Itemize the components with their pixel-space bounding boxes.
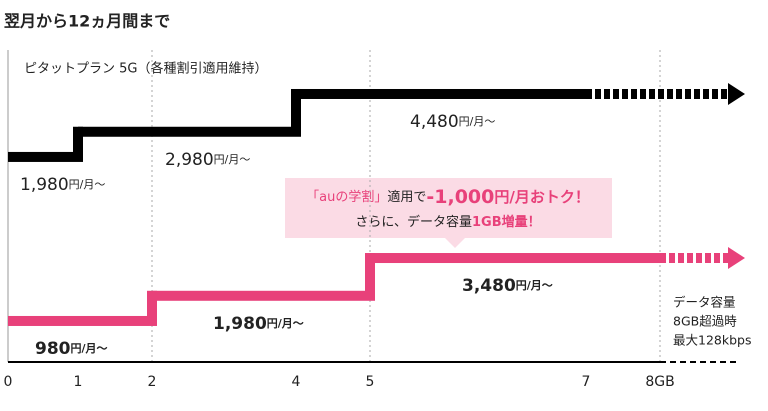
value-label: 1,980円/月～ bbox=[213, 314, 304, 334]
step-segment bbox=[8, 315, 157, 326]
note: 最大128kbps bbox=[673, 333, 751, 348]
x-tick-label: 2 bbox=[148, 374, 157, 390]
callout-line1: 「auの学割」適用で-1,000円/月おトク！ bbox=[306, 186, 590, 208]
arrow-head bbox=[728, 82, 745, 105]
callout-text: さらに、データ容量 bbox=[355, 214, 472, 230]
series-title: ピタットプラン 5G（各種割引適用維持） bbox=[24, 61, 267, 77]
value-label: 2,980円/月～ bbox=[165, 150, 250, 170]
callout-text: 「auの学割」 bbox=[306, 189, 387, 205]
callout-box bbox=[285, 178, 612, 248]
x-tick-label: 8GB bbox=[645, 374, 674, 390]
note: 8GB超過時 bbox=[673, 314, 737, 329]
x-tick-label: 5 bbox=[366, 374, 375, 390]
value-label: 3,480円/月～ bbox=[462, 276, 553, 296]
value-label-number: 1,980 bbox=[213, 314, 267, 334]
note: データ容量 bbox=[673, 295, 736, 310]
value-label: 4,480円/月～ bbox=[410, 112, 495, 132]
step-segment bbox=[370, 253, 660, 264]
value-label-number: 1,980 bbox=[20, 175, 69, 195]
step-segment bbox=[152, 290, 375, 301]
value-label-number: 4,480 bbox=[410, 112, 459, 132]
value-label-number: 980 bbox=[35, 339, 71, 359]
callout-text: 円/月おトク！ bbox=[494, 188, 589, 206]
value-label: 980円/月～ bbox=[35, 339, 108, 359]
value-label-number: 2,980 bbox=[165, 150, 214, 170]
x-tick-label: 1 bbox=[74, 374, 83, 390]
x-tick-label: 4 bbox=[292, 374, 301, 390]
value-label-unit: 円/月～ bbox=[71, 342, 108, 355]
callout-text: 適用で bbox=[387, 189, 426, 205]
arrow-head bbox=[728, 247, 745, 270]
step-riser bbox=[291, 88, 301, 132]
value-label-unit: 円/月～ bbox=[516, 279, 553, 292]
callout-line2: さらに、データ容量1GB増量！ bbox=[355, 214, 540, 230]
step-riser bbox=[147, 290, 157, 321]
step-riser bbox=[73, 126, 83, 157]
callout-text: 1GB増量！ bbox=[472, 214, 541, 230]
step-segment bbox=[8, 151, 83, 162]
x-tick-label: 7 bbox=[582, 374, 591, 390]
step-segment bbox=[78, 126, 301, 137]
value-label-unit: 円/月～ bbox=[459, 115, 496, 128]
page-title: 翌月から12ヵ月間まで bbox=[4, 12, 170, 31]
value-label: 1,980円/月～ bbox=[20, 175, 105, 195]
x-tick-label: 0 bbox=[4, 374, 13, 390]
step-riser bbox=[365, 253, 375, 296]
step-segment bbox=[296, 88, 586, 99]
value-label-number: 3,480 bbox=[462, 276, 516, 296]
value-label-unit: 円/月～ bbox=[267, 317, 304, 330]
callout-text: -1,000 bbox=[426, 186, 494, 208]
value-label-unit: 円/月～ bbox=[69, 178, 106, 191]
value-label-unit: 円/月～ bbox=[214, 153, 251, 166]
